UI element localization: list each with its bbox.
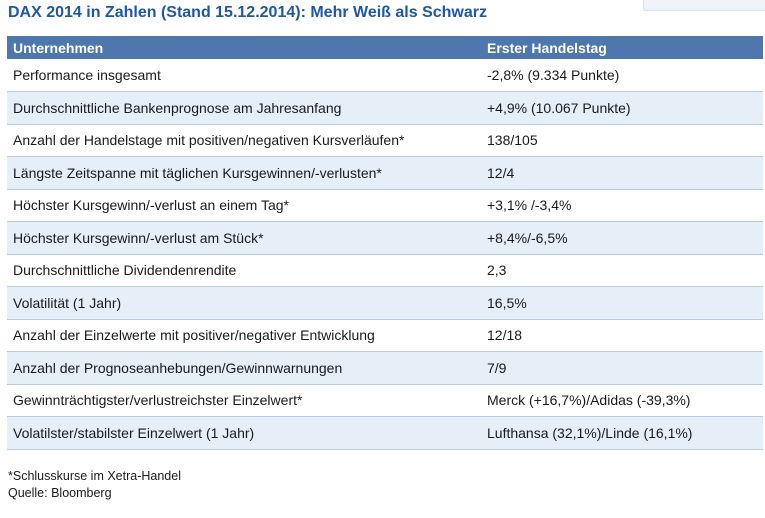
row-value: +3,1% /-3,4% (481, 189, 763, 222)
table-row: Gewinnträchtigster/verlustreichster Einz… (7, 384, 763, 417)
row-label: Durchschnittliche Dividendenrendite (7, 254, 481, 287)
row-label: Längste Zeitspanne mit täglichen Kursgew… (7, 156, 481, 190)
table-row: Durchschnittliche Bankenprognose am Jahr… (7, 91, 763, 125)
row-value: +4,9% (10.067 Punkte) (481, 91, 763, 125)
row-label: Volatilität (1 Jahr) (7, 286, 481, 320)
row-value: 12/4 (481, 156, 763, 190)
row-value: -2,8% (9.334 Punkte) (481, 59, 763, 92)
row-label: Anzahl der Prognoseanhebungen/Gewinnwarn… (7, 351, 481, 385)
table-row: Durchschnittliche Dividendenrendite 2,3 (7, 254, 763, 287)
table-row: Anzahl der Prognoseanhebungen/Gewinnwarn… (7, 351, 763, 385)
row-value: 12/18 (481, 319, 763, 352)
dax-statistics-table: Unternehmen Erster Handelstag Performanc… (7, 36, 763, 450)
table-row: Längste Zeitspanne mit täglichen Kursgew… (7, 156, 763, 190)
column-header-unternehmen: Unternehmen (13, 39, 104, 56)
footnote-text: *Schlusskurse im Xetra-Handel (8, 469, 181, 483)
row-value: 16,5% (481, 286, 763, 320)
table-row: Volatilster/stabilster Einzelwert (1 Jah… (7, 416, 763, 450)
column-header-erster-handelstag: Erster Handelstag (487, 39, 607, 56)
row-value: Lufthansa (32,1%)/Linde (16,1%) (481, 416, 763, 450)
footnote-block: *Schlusskurse im Xetra-Handel Quelle: Bl… (8, 468, 181, 502)
table-row: Volatilität (1 Jahr) 16,5% (7, 286, 763, 320)
corner-tab-decoration (643, 0, 765, 11)
row-value: Merck (+16,7%)/Adidas (-39,3%) (481, 384, 763, 417)
row-value: +8,4%/-6,5% (481, 221, 763, 255)
source-text: Quelle: Bloomberg (8, 486, 112, 500)
page-title: DAX 2014 in Zahlen (Stand 15.12.2014): M… (8, 4, 487, 21)
table-row: Höchster Kursgewinn/-verlust an einem Ta… (7, 189, 763, 222)
row-value: 2,3 (481, 254, 763, 287)
table-row: Performance insgesamt -2,8% (9.334 Punkt… (7, 59, 763, 92)
row-value: 7/9 (481, 351, 763, 385)
row-label: Gewinnträchtigster/verlustreichster Einz… (7, 384, 481, 417)
table-row: Anzahl der Handelstage mit positiven/neg… (7, 124, 763, 157)
row-label: Anzahl der Einzelwerte mit positiver/neg… (7, 319, 481, 352)
row-value: 138/105 (481, 124, 763, 157)
table-row: Höchster Kursgewinn/-verlust am Stück* +… (7, 221, 763, 255)
table-row: Anzahl der Einzelwerte mit positiver/neg… (7, 319, 763, 352)
row-label: Höchster Kursgewinn/-verlust am Stück* (7, 221, 481, 255)
row-label: Volatilster/stabilster Einzelwert (1 Jah… (7, 416, 481, 450)
row-label: Durchschnittliche Bankenprognose am Jahr… (7, 91, 481, 125)
row-label: Anzahl der Handelstage mit positiven/neg… (7, 124, 481, 157)
row-label: Performance insgesamt (7, 59, 481, 92)
table-header-row: Unternehmen Erster Handelstag (7, 36, 763, 59)
row-label: Höchster Kursgewinn/-verlust an einem Ta… (7, 189, 481, 222)
